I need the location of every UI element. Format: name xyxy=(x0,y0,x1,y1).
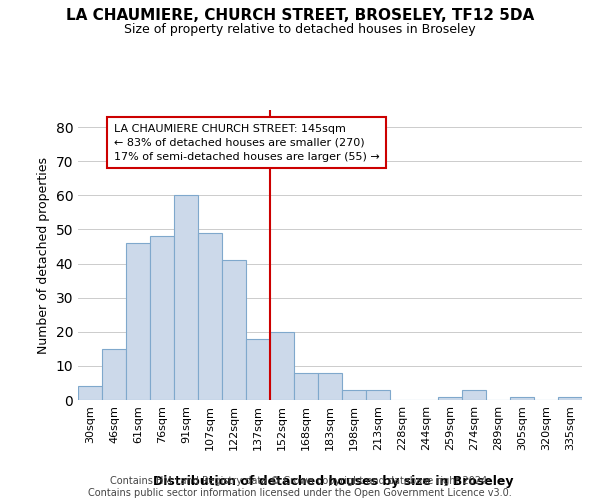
Bar xyxy=(174,196,198,400)
Bar xyxy=(78,386,102,400)
Bar xyxy=(558,396,582,400)
Bar xyxy=(438,396,462,400)
Bar xyxy=(126,243,150,400)
Bar xyxy=(510,396,534,400)
Y-axis label: Number of detached properties: Number of detached properties xyxy=(37,156,50,354)
Text: LA CHAUMIERE, CHURCH STREET, BROSELEY, TF12 5DA: LA CHAUMIERE, CHURCH STREET, BROSELEY, T… xyxy=(66,8,534,22)
Text: Size of property relative to detached houses in Broseley: Size of property relative to detached ho… xyxy=(124,22,476,36)
Bar xyxy=(198,233,222,400)
Bar xyxy=(102,349,126,400)
Bar xyxy=(462,390,486,400)
Bar xyxy=(246,338,270,400)
Bar xyxy=(294,372,318,400)
Text: Contains HM Land Registry data © Crown copyright and database right 2024.
Contai: Contains HM Land Registry data © Crown c… xyxy=(88,476,512,498)
Bar xyxy=(366,390,390,400)
Bar xyxy=(150,236,174,400)
Bar xyxy=(318,372,342,400)
Bar xyxy=(270,332,294,400)
Text: LA CHAUMIERE CHURCH STREET: 145sqm
← 83% of detached houses are smaller (270)
17: LA CHAUMIERE CHURCH STREET: 145sqm ← 83%… xyxy=(114,124,380,162)
Bar xyxy=(222,260,246,400)
Text: Distribution of detached houses by size in Broseley: Distribution of detached houses by size … xyxy=(153,474,513,488)
Bar xyxy=(342,390,366,400)
